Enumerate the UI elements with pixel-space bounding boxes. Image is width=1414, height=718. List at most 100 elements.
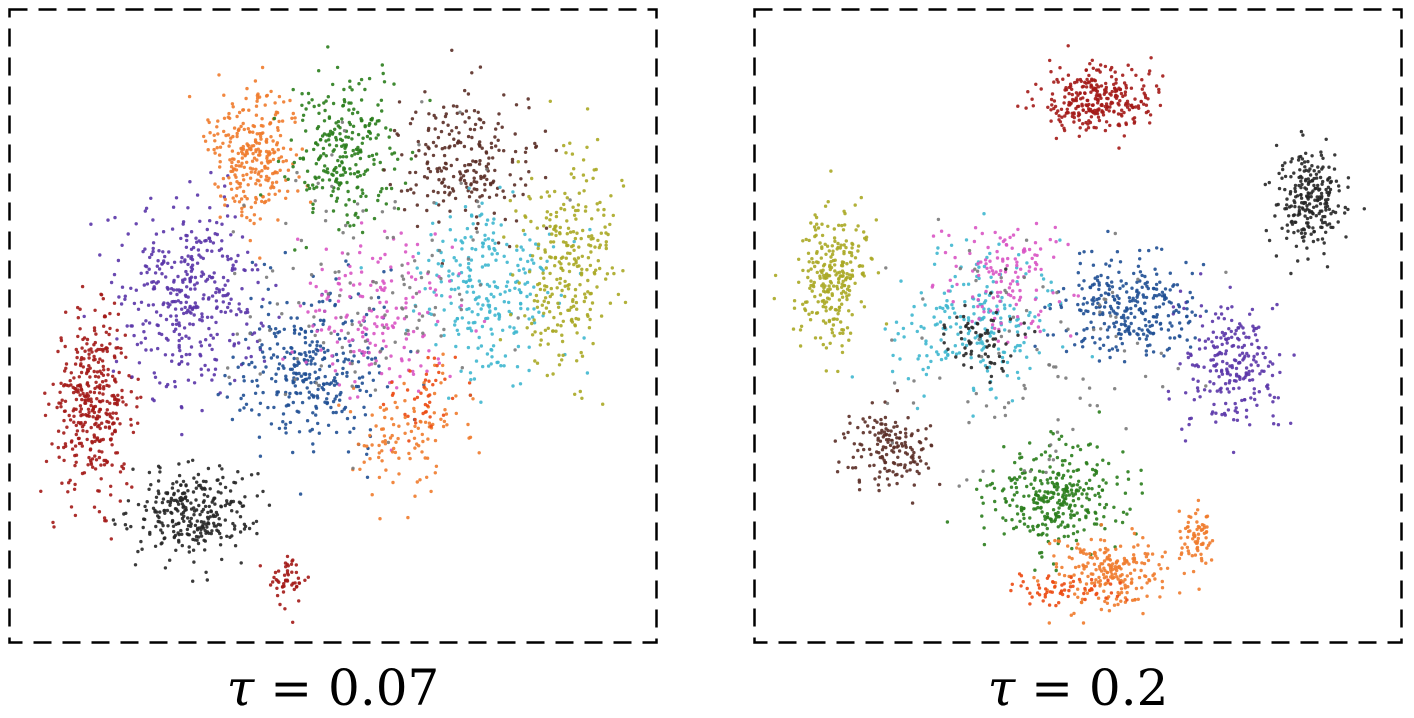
scatter-point-black [153,544,158,548]
scatter-point-olive [840,350,845,355]
scatter-point-blue [296,360,300,364]
scatter-point-orange [203,139,208,143]
scatter-point-red [119,346,123,351]
scatter-point-pink [1052,255,1056,259]
scatter-point-black [1267,238,1272,243]
scatter-point-red [1058,120,1063,124]
scatter-point-olive [845,294,849,299]
scatter-point-blue [1076,302,1080,307]
scatter-point-olive [542,299,546,303]
scatter-point-cyan [967,318,971,323]
scatter-point-orange [377,475,382,480]
scatter-point-gray [380,210,385,214]
scatter-point-olive [560,339,565,344]
scatter-point-gray [299,238,304,243]
scatter-point-brown [463,120,467,124]
scatter-point-purple [166,287,170,291]
scatter-point-olive [568,141,572,145]
scatter-point-green [348,224,352,228]
scatter-point-green [335,170,339,175]
scatter-point-orange [392,446,396,451]
scatter-point-black [232,480,236,485]
scatter-point-pink [459,303,464,308]
scatter-point-olive [542,288,547,292]
scatter-point-gray [275,302,280,306]
scatter-point-red_orange [390,380,394,384]
scatter-point-purple [214,320,218,325]
scatter-point-cyan [1018,343,1022,348]
scatter-point-brown [463,208,468,212]
scatter-point-blue [277,362,282,366]
scatter-point-orange [241,108,246,112]
scatter-point-blue [1117,296,1121,301]
scatter-point-brown [437,220,441,224]
scatter-point-brown [432,113,436,118]
scatter-point-brown [510,160,515,164]
scatter-point-red [1058,66,1062,70]
scatter-point-blue [1168,321,1172,325]
scatter-point-green [350,137,354,141]
scatter-point-green [306,91,311,96]
scatter-point-black [1304,187,1309,191]
scatter-point-black [204,570,208,574]
scatter-point-brown [463,163,467,168]
scatter-point-black [1296,259,1300,263]
scatter-point-red_orange [434,378,438,383]
scatter-point-black [177,521,181,525]
scatter-point-gray [340,120,345,125]
scatter-point-purple [274,283,278,288]
scatter-point-orange [250,159,255,163]
scatter-point-blue [244,337,248,342]
scatter-point-olive [530,321,534,326]
scatter-point-red_orange [429,424,433,428]
scatter-point-pink [436,319,440,324]
scatter-point-purple [144,206,149,210]
scatter-point-purple [220,254,225,258]
scatter-point-blue [331,410,335,415]
scatter-point-brown [507,244,512,249]
scatter-point-pink [998,236,1002,240]
scatter-point-olive [828,341,832,345]
scatter-point-purple [136,307,141,311]
scatter-point-purple [214,299,219,303]
scatter-point-purple [226,257,230,262]
scatter-point-pink [1066,242,1070,247]
scatter-point-olive [799,324,804,328]
scatter-point-purple [1214,420,1218,424]
scatter-point-black [1283,187,1287,192]
scatter-point-orange [255,141,259,145]
scatter-point-purple [148,255,152,260]
scatter-point-red [63,399,68,403]
scatter-point-orange [263,165,267,169]
scatter-point-cyan [470,310,474,314]
scatter-point-purple [1186,355,1191,360]
scatter-point-brown [858,442,862,446]
scatter-point-blue [309,329,314,334]
scatter-point-pink [356,395,360,399]
scatter-point-brown [437,203,441,207]
scatter-point-cyan [525,280,530,285]
scatter-point-orange [454,411,458,416]
scatter-point-red [68,379,72,383]
scatter-point-olive [801,239,805,243]
scatter-point-cyan [455,328,459,332]
scatter-point-red_orange [423,378,428,382]
scatter-point-olive [536,246,540,251]
scatter-point-olive [847,288,852,293]
scatter-point-olive [581,228,585,233]
scatter-point-cyan [480,265,485,269]
scatter-point-olive [549,286,553,291]
scatter-point-blue [305,386,309,390]
scatter-point-olive [815,222,819,226]
scatter-point-blue [337,337,342,341]
scatter-point-red [73,463,77,468]
scatter-point-blue [292,356,296,361]
scatter-point-cyan [519,290,523,295]
scatter-point-gray [458,110,462,114]
scatter-point-blue [1179,327,1184,331]
scatter-point-cyan [971,305,976,309]
scatter-point-red [76,305,80,310]
scatter-point-cyan [899,279,903,283]
scatter-point-red [79,362,83,366]
scatter-point-black [212,496,216,500]
